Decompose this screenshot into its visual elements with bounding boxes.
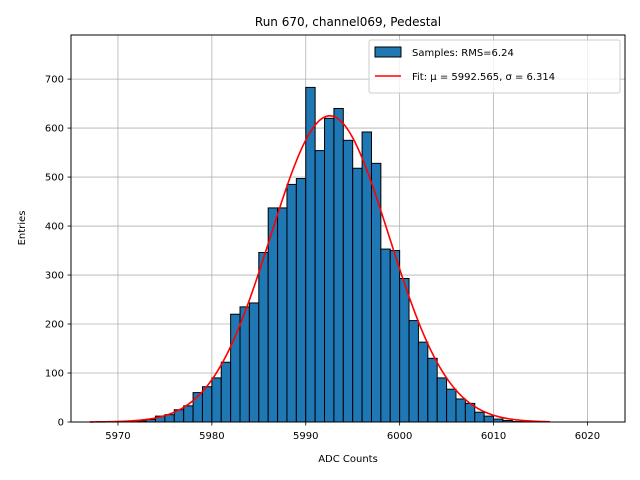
x-tick-label: 6000 <box>387 431 412 442</box>
histogram-bar <box>296 179 305 422</box>
histogram-bar <box>259 253 268 422</box>
x-tick-label: 6020 <box>575 431 600 442</box>
histogram-bar <box>456 399 465 422</box>
histogram-bar <box>231 314 240 422</box>
y-tick-label: 500 <box>45 173 64 184</box>
x-tick-label: 5980 <box>199 431 224 442</box>
histogram-bar <box>240 307 249 422</box>
y-tick-label: 200 <box>45 320 64 331</box>
histogram-bar <box>353 168 362 422</box>
histogram-bar <box>362 132 371 422</box>
y-tick-label: 600 <box>45 124 64 135</box>
histogram-bar <box>475 412 484 422</box>
histogram-bar <box>418 342 427 422</box>
y-tick-label: 400 <box>45 222 64 233</box>
histogram-bar <box>278 208 287 422</box>
histogram-bar <box>428 358 437 422</box>
y-tick-label: 700 <box>45 75 64 86</box>
legend-label-samples: Samples: RMS=6.24 <box>412 48 514 59</box>
x-axis-label: ADC Counts <box>318 454 378 465</box>
histogram-bar <box>325 118 334 422</box>
histogram-bar <box>221 362 230 422</box>
y-tick-label: 100 <box>45 369 64 380</box>
y-tick-label: 0 <box>58 418 64 429</box>
histogram-bar <box>315 151 324 422</box>
histogram-bar <box>447 389 456 422</box>
legend-label-fit: Fit: μ = 5992.565, σ = 6.314 <box>412 72 555 83</box>
x-tick-label: 6010 <box>481 431 506 442</box>
histogram-bar <box>249 303 258 422</box>
histogram-bar <box>400 278 409 422</box>
x-tick-label: 5970 <box>105 431 130 442</box>
histogram-bar <box>371 163 380 422</box>
histogram-bar <box>212 378 221 422</box>
histogram-bar <box>484 416 493 422</box>
histogram-bar <box>343 140 352 422</box>
y-tick-label: 300 <box>45 271 64 282</box>
chart-title: Run 670, channel069, Pedestal <box>255 15 441 29</box>
x-tick-label: 5990 <box>293 431 318 442</box>
histogram-bar <box>184 406 193 422</box>
histogram-bar <box>437 378 446 422</box>
histogram-bar <box>409 321 418 422</box>
histogram-bar <box>381 249 390 422</box>
histogram-bar <box>390 251 399 422</box>
histogram-bar <box>334 108 343 422</box>
histogram-bar <box>202 387 211 422</box>
legend-swatch-samples <box>375 47 401 57</box>
legend: Samples: RMS=6.24 Fit: μ = 5992.565, σ =… <box>369 40 620 93</box>
y-axis-label: Entries <box>17 211 28 246</box>
histogram-bar <box>287 184 296 422</box>
